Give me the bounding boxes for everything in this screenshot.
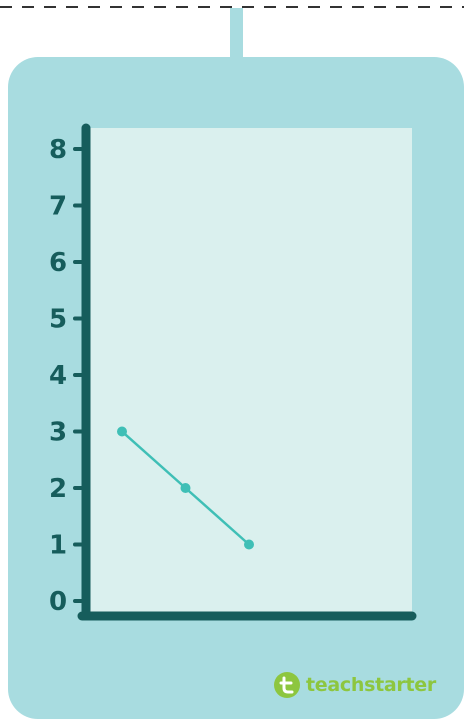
y-tick-label-8: 8 (49, 135, 67, 165)
y-axis-tick-labels: 0 1 2 3 4 5 6 7 8 (49, 135, 67, 617)
y-tick-label-3: 3 (49, 418, 67, 448)
y-tick-label-6: 6 (49, 248, 67, 278)
y-tick-label-4: 4 (49, 361, 67, 391)
y-tick-label-0: 0 (49, 587, 67, 617)
teachstarter-logo-icon (274, 672, 300, 698)
teachstarter-logo: teachstarter (274, 670, 436, 700)
y-tick-label-7: 7 (49, 192, 67, 222)
data-point-0-1 (180, 483, 191, 493)
teachstarter-logo-text: teachstarter (306, 674, 436, 696)
y-tick-label-5: 5 (49, 305, 67, 335)
y-tick-label-2: 2 (49, 474, 67, 504)
data-point-0-2 (244, 539, 254, 550)
series-group (117, 426, 254, 550)
plot-area (90, 128, 412, 614)
hanger-strip (230, 8, 243, 60)
data-point-0-0 (117, 426, 127, 437)
dashed-cut-line (0, 6, 464, 8)
y-tick-label-1: 1 (49, 531, 67, 561)
